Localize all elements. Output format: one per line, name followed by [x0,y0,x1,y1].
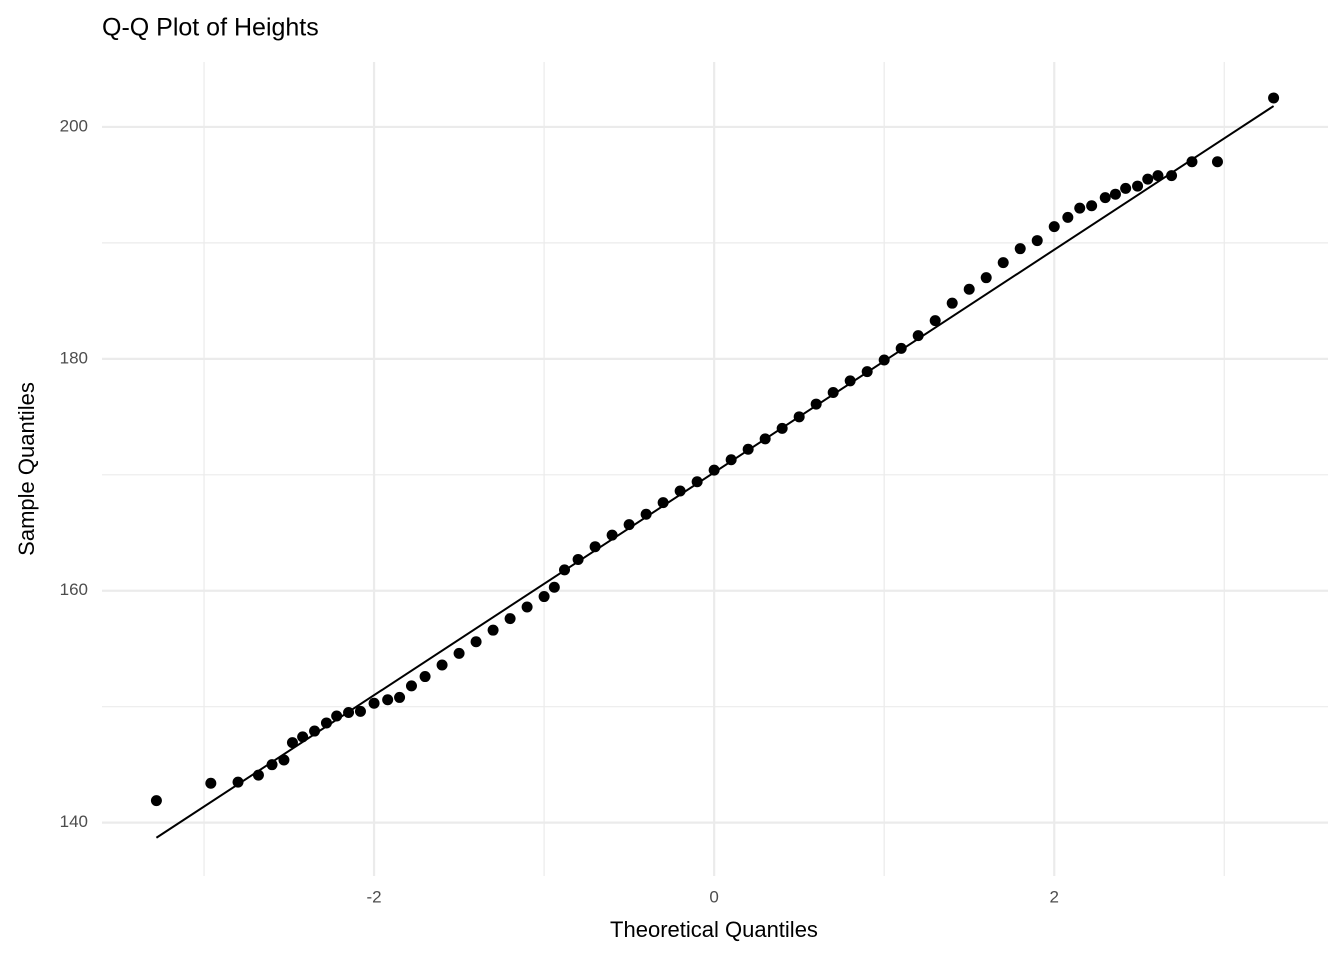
x-tick-label: 2 [1049,887,1058,906]
y-tick-label: 200 [60,116,88,135]
point [1074,202,1086,214]
point [521,601,533,613]
point [278,754,290,766]
point [453,647,465,659]
point [657,497,669,509]
point [548,581,560,593]
point [1120,182,1132,194]
point [368,697,380,709]
point [1031,235,1043,247]
point [997,257,1009,269]
y-tick-label: 160 [60,580,88,599]
point [232,776,244,788]
reference-line [155,105,1275,839]
point [912,330,924,342]
point [640,508,652,520]
point [929,315,941,327]
point [470,636,482,648]
point [504,613,516,625]
point [1186,156,1198,168]
point [419,671,431,683]
point [844,375,856,387]
point [1062,211,1074,223]
point [1166,170,1178,182]
point [487,624,499,636]
point [1014,243,1026,255]
point [436,659,448,671]
point [382,694,394,706]
point [1152,170,1164,182]
x-tick-label: -2 [367,887,382,906]
point [1086,200,1098,212]
y-tick-label: 180 [60,348,88,367]
point [405,680,417,692]
point [1109,188,1121,200]
y-tick-label: 140 [60,812,88,831]
point [309,725,321,737]
point [1099,192,1111,204]
point [538,591,550,603]
point [150,795,162,807]
y-axis-label: Sample Quantiles [14,382,39,556]
point [1142,173,1154,185]
point [354,705,366,717]
point [1268,92,1280,104]
point [297,731,309,743]
point [205,777,217,789]
x-tick-label: 0 [709,887,718,906]
point [708,464,720,476]
point [980,272,992,284]
point [286,737,298,749]
point [963,283,975,295]
point [1132,180,1144,192]
point [946,297,958,309]
point [1048,221,1060,233]
point [394,691,406,703]
chart-title: Q-Q Plot of Heights [102,14,319,42]
point [1211,156,1223,168]
point [266,759,278,771]
x-axis-label: Theoretical Quantiles [610,917,818,942]
